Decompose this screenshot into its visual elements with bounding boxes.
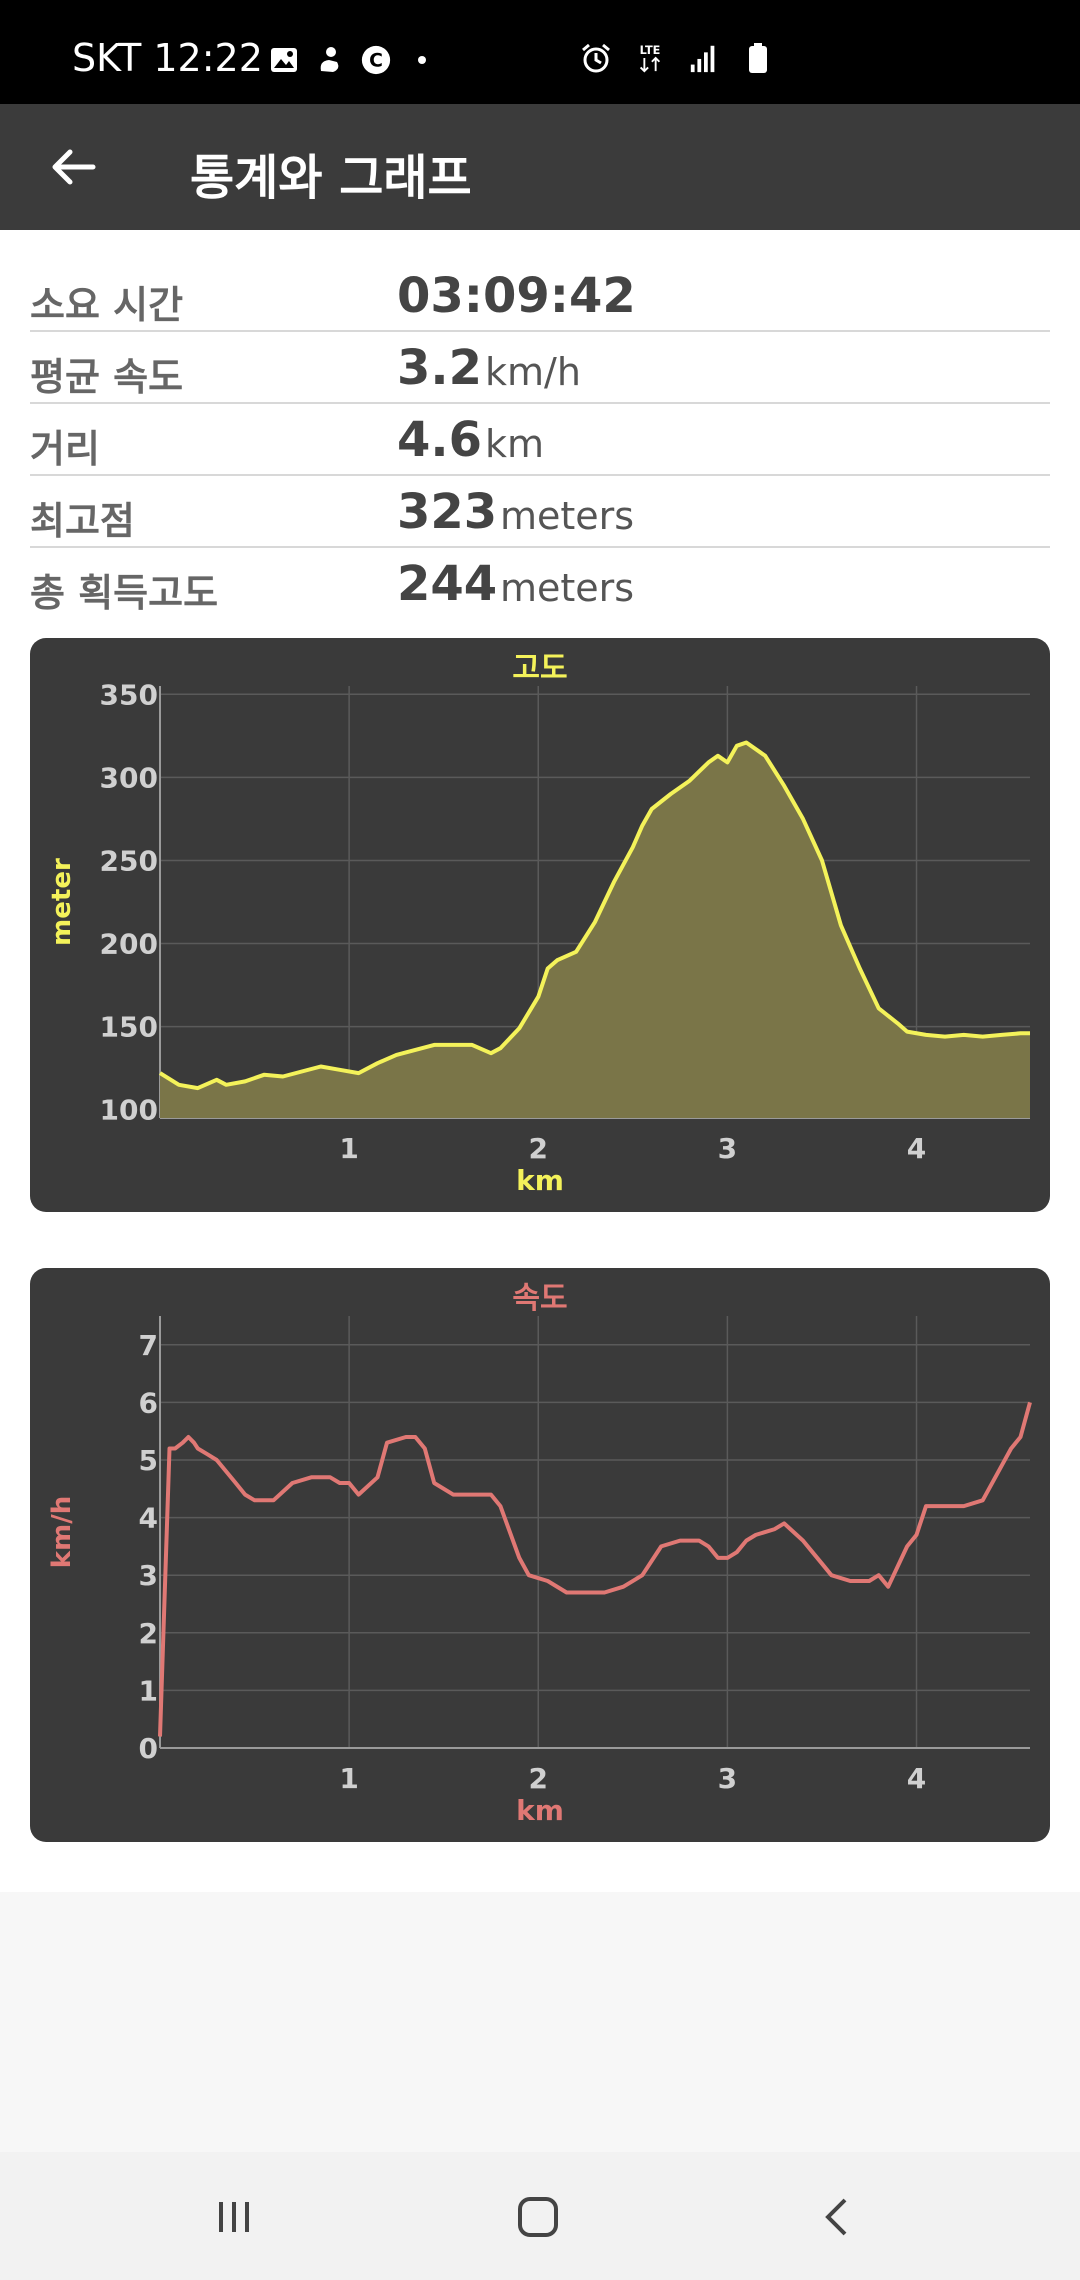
stat-unit: km [485, 422, 545, 466]
y-tick-label: 7 [139, 1329, 158, 1362]
area-fill [160, 742, 1030, 1118]
x-tick-label: 3 [718, 1132, 737, 1165]
y-tick-label: 1 [139, 1674, 158, 1707]
svg-text:C: C [369, 51, 383, 72]
y-tick-label: 4 [139, 1502, 158, 1535]
stats-table: 소요 시간 03:09:42 평균 속도 3.2 km/h 거리 4.6 km … [30, 260, 1050, 618]
status-time: SKT 12:22 [72, 36, 263, 80]
chart-title: 속도 [512, 1281, 567, 1316]
battery-icon [742, 42, 774, 74]
status-left-icons: C [268, 44, 438, 76]
home-icon [518, 2197, 558, 2237]
altitude-chart-card: 1 2 3 4 100 150 200 250 300 350 고도 km meter [30, 638, 1050, 1212]
x-axis-label: km [516, 1164, 564, 1197]
series-line [158, 740, 1030, 1091]
stat-row-avg-speed: 평균 속도 3.2 km/h [30, 332, 1050, 404]
stat-label: 총 획득고도 [30, 571, 219, 615]
y-tick-label: 100 [100, 1094, 158, 1127]
x-tick-label: 1 [339, 1762, 358, 1795]
navigation-bar [0, 2152, 1080, 2280]
y-tick-label: 2 [139, 1617, 158, 1650]
x-tick-label: 1 [339, 1132, 358, 1165]
stat-label: 소요 시간 [30, 283, 184, 327]
x-tick-label: 4 [907, 1132, 926, 1165]
stat-value: 4.6 [397, 412, 483, 468]
hand-icon [314, 44, 346, 76]
stat-value: 03:09:42 [397, 268, 636, 324]
stat-unit: meters [500, 494, 635, 538]
system-back-button[interactable] [798, 2182, 878, 2252]
signal-icon [688, 42, 720, 74]
y-tick-label: 300 [100, 761, 158, 794]
stat-label: 평균 속도 [30, 355, 184, 399]
chart-title: 고도 [512, 651, 567, 686]
status-bar: SKT 12:22 C LTE [0, 0, 1080, 104]
svg-text:LTE: LTE [640, 44, 661, 57]
y-axis-label: km/h [47, 1496, 77, 1568]
x-tick-label: 2 [529, 1132, 548, 1165]
altitude-chart: 1 2 3 4 100 150 200 250 300 350 고도 km meter [47, 651, 1030, 1197]
c-icon: C [360, 44, 392, 76]
y-tick-label: 250 [100, 844, 158, 877]
x-tick-label: 4 [907, 1762, 926, 1795]
x-tick-label: 3 [718, 1762, 737, 1795]
alarm-icon [580, 42, 612, 74]
page-title: 통계와 그래프 [190, 150, 472, 206]
stat-label: 거리 [30, 427, 100, 471]
status-right-icons: LTE [580, 42, 774, 74]
stat-value: 323 [397, 484, 498, 540]
y-tick-label: 5 [139, 1444, 158, 1477]
stat-value: 3.2 [397, 340, 483, 396]
arrow-back-icon [52, 149, 96, 185]
back-icon [825, 2198, 847, 2236]
speed-chart-card: 1 2 3 4 0 1 2 3 4 5 6 7 속도 km km/h [30, 1268, 1050, 1842]
series-line [158, 1401, 1032, 1737]
stat-unit: meters [500, 566, 635, 610]
stat-row-elevation-gain: 총 획득고도 244 meters [30, 548, 1050, 618]
y-tick-label: 200 [100, 928, 158, 961]
stat-row-distance: 거리 4.6 km [30, 404, 1050, 476]
recent-apps-icon [219, 2202, 249, 2232]
stat-unit: km/h [485, 350, 581, 394]
stat-value: 244 [397, 556, 498, 612]
y-axis-label: meter [47, 858, 77, 946]
stat-row-max-altitude: 최고점 323 meters [30, 476, 1050, 548]
y-tick-label: 3 [139, 1559, 158, 1592]
x-tick-label: 2 [529, 1762, 548, 1795]
stat-row-duration: 소요 시간 03:09:42 [30, 260, 1050, 332]
back-button[interactable] [38, 134, 108, 200]
speed-chart: 1 2 3 4 0 1 2 3 4 5 6 7 속도 km km/h [47, 1281, 1032, 1827]
app-bar: 통계와 그래프 [0, 104, 1080, 230]
y-tick-label: 6 [139, 1386, 158, 1419]
lte-icon: LTE [634, 42, 666, 74]
dot-icon [406, 44, 438, 76]
x-axis-label: km [516, 1794, 564, 1827]
recent-apps-button[interactable] [194, 2182, 274, 2252]
home-button[interactable] [498, 2182, 578, 2252]
content-area: 소요 시간 03:09:42 평균 속도 3.2 km/h 거리 4.6 km … [0, 230, 1080, 1892]
image-icon [268, 44, 300, 76]
stat-label: 최고점 [30, 499, 135, 543]
y-tick-label: 150 [100, 1011, 158, 1044]
y-tick-label: 0 [139, 1732, 158, 1765]
y-tick-label: 350 [100, 678, 158, 711]
